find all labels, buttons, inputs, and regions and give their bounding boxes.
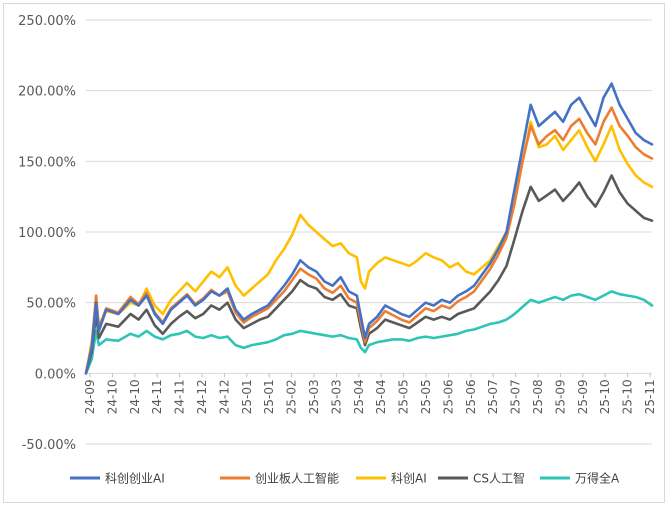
- x-tick-label: 25-01: [240, 379, 254, 414]
- y-tick-label: 50.00%: [26, 297, 76, 312]
- x-tick-label: 25-04: [374, 379, 388, 414]
- x-tick-label: 25-01: [262, 379, 276, 414]
- x-tick-label: 25-11: [643, 379, 657, 414]
- x-tick-label: 25-09: [553, 379, 567, 414]
- x-tick-label: 25-05: [419, 379, 433, 414]
- x-tick-label: 25-06: [441, 379, 455, 414]
- x-tick-label: 25-09: [576, 379, 590, 414]
- series-line: [84, 120, 654, 375]
- chart-legend: 科创创业AI 创业板人工智能 科创AI CS人工智 万得全A: [70, 471, 620, 486]
- y-tick-label: 150.00%: [18, 155, 76, 170]
- x-tick-label: 24-12: [217, 379, 231, 414]
- series-lines: [84, 82, 654, 375]
- series-line: [84, 82, 654, 375]
- x-tick-label: 25-07: [509, 379, 523, 414]
- legend-label: CS人工智: [473, 471, 525, 486]
- chart-frame: [3, 3, 665, 503]
- x-tick-label: 24-10: [128, 379, 142, 414]
- x-tick-label: 25-04: [352, 379, 366, 414]
- y-tick-label: 200.00%: [18, 85, 76, 100]
- grid-lines: [86, 19, 652, 445]
- y-tick-label: 100.00%: [18, 226, 76, 241]
- x-tick-label: 25-10: [621, 379, 635, 414]
- series-line: [84, 174, 654, 375]
- x-tick-label: 25-03: [329, 379, 343, 414]
- legend-label: 科创创业AI: [105, 472, 165, 486]
- x-tick-label: 24-10: [105, 379, 119, 414]
- x-tick-label: 25-10: [598, 379, 612, 414]
- y-axis-tick-labels: -50.00% 0.00% 50.00% 100.00% 150.00% 200.00% 2…: [18, 14, 76, 453]
- x-tick-label: 25-03: [307, 379, 321, 414]
- x-tick-label: 24-12: [195, 379, 209, 414]
- legend-label: 创业板人工智能: [255, 471, 339, 486]
- x-tick-label: 24-11: [173, 379, 187, 414]
- x-tick-label: 25-02: [285, 379, 299, 414]
- y-tick-label: -50.00%: [22, 438, 76, 453]
- legend-label: 万得全A: [575, 471, 620, 486]
- x-axis-tick-labels: 24-09 24-10 24-10 24-11 24-11 24-12 24-12 25-01…: [83, 373, 657, 414]
- x-tick-label: 25-05: [397, 379, 411, 414]
- y-tick-label: 0.00%: [35, 367, 76, 382]
- x-tick-label: 25-08: [531, 379, 545, 414]
- y-tick-label: 250.00%: [18, 14, 76, 29]
- x-tick-label: 24-09: [83, 379, 97, 414]
- x-tick-label: 24-11: [150, 379, 164, 414]
- series-line: [84, 290, 654, 375]
- x-tick-label: 25-07: [486, 379, 500, 414]
- legend-label: 科创AI: [391, 472, 427, 486]
- x-tick-label: 25-06: [464, 379, 478, 414]
